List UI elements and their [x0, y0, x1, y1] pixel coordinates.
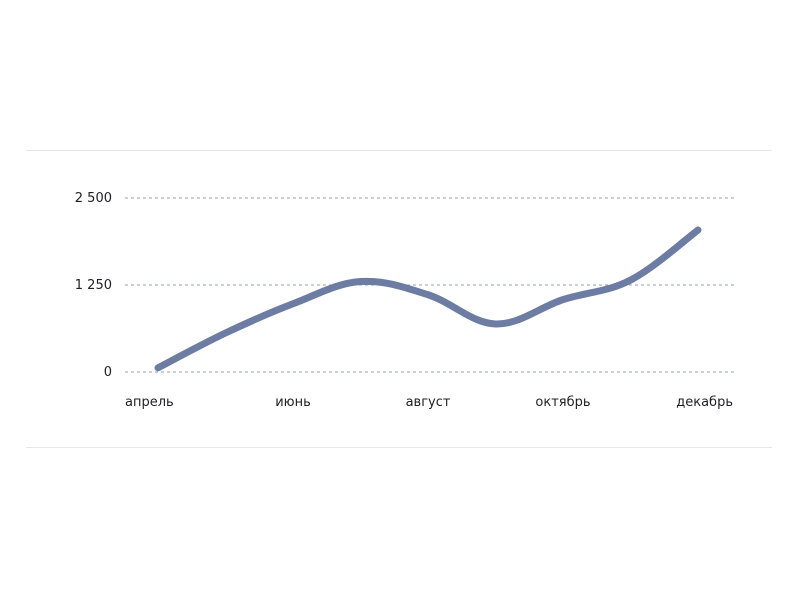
- gridlines: [125, 197, 735, 373]
- y-tick-label: 1 250: [75, 278, 112, 293]
- x-tick-label: октябрь: [535, 395, 590, 410]
- y-axis-labels: 0 1 250 2 500: [75, 191, 112, 380]
- x-tick-label: декабрь: [676, 395, 733, 410]
- x-axis-labels: апрель июнь август октябрь декабрь: [125, 395, 733, 410]
- top-divider: [26, 150, 772, 151]
- bottom-divider: [26, 447, 772, 448]
- y-tick-label: 2 500: [75, 191, 112, 206]
- x-tick-label: август: [406, 395, 451, 410]
- x-tick-label: апрель: [125, 395, 174, 410]
- series-layer: [154, 226, 702, 372]
- x-tick-label: июнь: [275, 395, 311, 410]
- y-tick-label: 0: [104, 365, 112, 380]
- series-line: [154, 226, 702, 372]
